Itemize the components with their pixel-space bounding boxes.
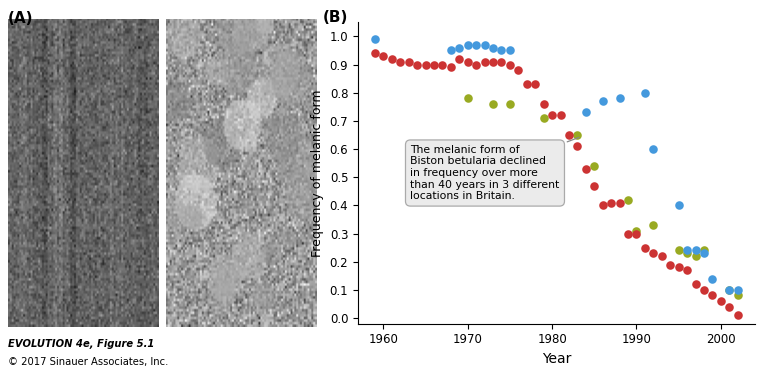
Point [648,146,660,152]
Point [681,250,693,256]
Point [580,166,592,172]
Point [614,199,626,205]
Point [369,50,381,56]
Point [706,276,718,282]
Point [470,62,482,68]
Point [672,264,685,270]
Point [689,253,701,259]
Point [732,312,744,318]
Point [689,247,701,253]
Text: (A): (A) [8,11,33,26]
Point [512,67,524,73]
Point [504,62,516,68]
Point [614,95,626,101]
Point [470,42,482,48]
Point [521,81,533,87]
Point [453,45,465,51]
Point [504,48,516,54]
Point [597,98,609,104]
Point [698,287,710,293]
Point [689,281,701,287]
Point [386,56,398,62]
Point [377,53,390,59]
Point [394,59,407,65]
Text: The melanic form of
Biston betularia declined
in frequency over more
than 40 yea: The melanic form of Biston betularia dec… [410,137,579,201]
Point [655,253,668,259]
Point [681,267,693,273]
Point [420,62,432,68]
Point [537,115,550,121]
Point [554,112,567,118]
Point [529,81,541,87]
X-axis label: Year: Year [541,352,571,366]
Point [648,222,660,228]
Point [495,59,507,65]
Point [631,231,643,237]
Point [639,245,651,251]
Point [461,95,474,101]
Point [631,228,643,234]
Text: EVOLUTION 4e, Figure 5.1: EVOLUTION 4e, Figure 5.1 [8,339,154,349]
Point [723,287,735,293]
Point [681,247,693,253]
Point [605,199,618,205]
Point [698,247,710,253]
Point [487,45,499,51]
Point [622,197,634,203]
Point [504,101,516,107]
Point [495,48,507,54]
Point [723,304,735,310]
Text: (B): (B) [323,10,348,25]
Y-axis label: Frequency of melanic form: Frequency of melanic form [311,89,324,257]
Point [732,287,744,293]
Point [698,250,710,256]
Point [622,231,634,237]
Point [664,262,676,267]
Point [403,59,415,65]
Point [487,101,499,107]
Point [478,59,490,65]
Point [445,64,457,70]
Point [639,90,651,96]
Point [588,163,601,169]
Text: © 2017 Sinauer Associates, Inc.: © 2017 Sinauer Associates, Inc. [8,357,168,367]
Point [706,292,718,298]
Point [437,62,449,68]
Point [672,202,685,208]
Point [461,42,474,48]
Point [453,56,465,62]
Point [597,202,609,208]
Point [648,250,660,256]
Point [672,247,685,253]
Point [723,287,735,293]
Point [732,292,744,298]
Point [571,143,584,149]
Point [487,59,499,65]
Point [580,109,592,115]
Point [478,42,490,48]
Point [546,112,558,118]
Point [571,132,584,138]
Point [563,132,575,138]
Point [369,36,381,42]
Point [428,62,440,68]
Point [537,101,550,107]
Point [588,183,601,189]
Point [445,48,457,54]
Point [411,62,424,68]
Point [461,59,474,65]
Point [715,298,727,304]
